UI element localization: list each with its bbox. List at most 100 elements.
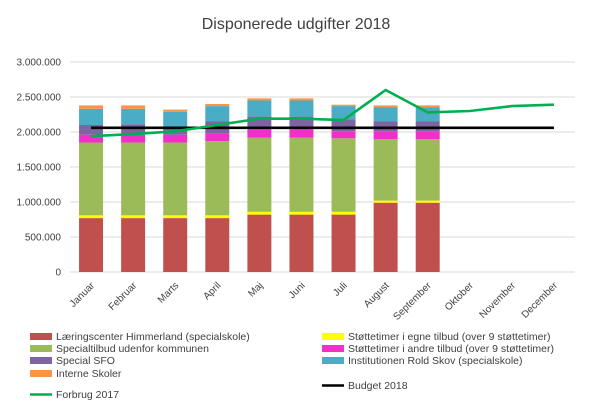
bar-segment: [163, 111, 188, 128]
x-axis: Januar Februar Marts April Maj Juni Juli August…: [68, 280, 561, 323]
legend-label: Forbrug 2017: [56, 389, 119, 401]
bar-segment: [247, 137, 272, 212]
bar-segment: [331, 104, 356, 107]
bar-segment: [415, 107, 440, 122]
legend-label: Støttetimer i egne tilbud (over 9 støtte…: [348, 331, 550, 343]
chart-title: Disponerede udgifter 2018: [202, 16, 391, 33]
legend-swatch: [322, 345, 344, 352]
x-tick-label: November: [478, 280, 519, 321]
bar-stack-august: [373, 105, 398, 272]
legend-item: Interne Skoler: [30, 368, 122, 380]
line-forbrug-2017: [90, 88, 555, 138]
bar-segment: [121, 108, 146, 125]
x-tick-label: Oktober: [443, 280, 476, 313]
x-tick-label: September: [391, 280, 434, 323]
x-tick-label: Februar: [107, 280, 140, 313]
bar-segment: [247, 211, 272, 215]
bar-segment: [121, 105, 146, 109]
bar-segment: [415, 121, 440, 132]
bar-segment: [163, 218, 188, 272]
legend-swatch: [30, 345, 52, 352]
bar-segment: [205, 141, 230, 216]
bar-segment: [205, 133, 230, 142]
bar-segment: [331, 214, 356, 272]
x-tick-label: April: [201, 280, 223, 302]
x-tick-label: August: [362, 280, 392, 310]
legend-swatch: [322, 333, 344, 340]
bar-segment: [289, 214, 314, 272]
legend-swatch: [30, 370, 52, 377]
bar-segment: [247, 214, 272, 272]
y-tick-label: 3.000.000: [17, 58, 62, 69]
bar-segment: [79, 218, 104, 272]
bar-segment: [289, 98, 314, 101]
bar-segment: [163, 215, 188, 219]
bar-segment: [373, 131, 398, 139]
bar-stack-januar: [79, 105, 104, 272]
legend-item: Special SFO: [30, 355, 115, 367]
legend-label: Interne Skoler: [56, 368, 122, 380]
x-tick-label: December: [520, 280, 561, 321]
bar-segment: [373, 105, 398, 108]
line-series: [90, 88, 555, 138]
bar-segment: [415, 131, 440, 139]
bar-stack-marts: [163, 109, 188, 272]
bar-segment: [289, 211, 314, 215]
bar-segment: [331, 211, 356, 215]
bar-segment: [79, 105, 104, 109]
bar-segment: [163, 142, 188, 216]
x-tick-label: Maj: [246, 280, 265, 299]
legend-item: Budget 2018: [322, 380, 408, 392]
legend-item: Støttetimer i andre tilbud (over 9 støtt…: [322, 343, 554, 355]
y-tick-label: 1.500.000: [17, 163, 62, 174]
bar-segment: [331, 138, 356, 212]
legend-item: Læringscenter Himmerland (specialskole): [30, 331, 250, 343]
y-tick-label: 2.000.000: [17, 128, 62, 139]
bar-segment: [247, 129, 272, 138]
x-tick-label: Juni: [287, 280, 308, 301]
legend-swatch: [30, 357, 52, 364]
legend-label: Specialtilbud udenfor kommunen: [56, 343, 209, 355]
legend: Læringscenter Himmerland (specialskole)S…: [30, 331, 554, 401]
bar-segment: [79, 134, 104, 143]
bar-segment: [205, 106, 230, 122]
bar-segment: [289, 129, 314, 138]
bar-segment: [205, 104, 230, 107]
bar-segment: [121, 218, 146, 272]
legend-swatch: [322, 357, 344, 364]
x-tick-label: Januar: [68, 280, 98, 310]
legend-label: Budget 2018: [348, 380, 408, 392]
bar-segment: [373, 202, 398, 272]
bar-segment: [79, 142, 104, 216]
bar-segment: [331, 119, 356, 132]
bar-stack-april: [205, 104, 230, 272]
bar-segment: [415, 105, 440, 108]
bar-segment: [205, 215, 230, 219]
legend-label: Institutionen Rold Skov (specialskole): [348, 355, 523, 367]
gridlines: [70, 61, 575, 273]
bar-segment: [331, 131, 356, 139]
y-tick-label: 1.000.000: [17, 198, 62, 209]
y-tick-label: 500.000: [25, 233, 62, 244]
bar-segment: [373, 121, 398, 132]
bar-segment: [79, 215, 104, 219]
legend-label: Læringscenter Himmerland (specialskole): [56, 331, 250, 343]
bar-stack-juli: [331, 104, 356, 272]
bar-segment: [289, 137, 314, 212]
x-tick-label: Juli: [331, 280, 349, 298]
bar-segment: [415, 202, 440, 272]
bar-segment: [373, 139, 398, 201]
bar-segment: [163, 109, 188, 112]
bar-segment: [121, 215, 146, 219]
x-tick-label: Marts: [156, 280, 181, 305]
bar-segment: [415, 200, 440, 203]
bar-segment: [79, 125, 104, 135]
bar-segment: [373, 200, 398, 203]
bar-segment: [121, 124, 146, 135]
bar-segment: [415, 139, 440, 201]
bar-stack-maj: [247, 98, 272, 272]
bar-segment: [247, 98, 272, 101]
bar-stack-september: [415, 105, 440, 272]
bar-segment: [163, 134, 188, 143]
